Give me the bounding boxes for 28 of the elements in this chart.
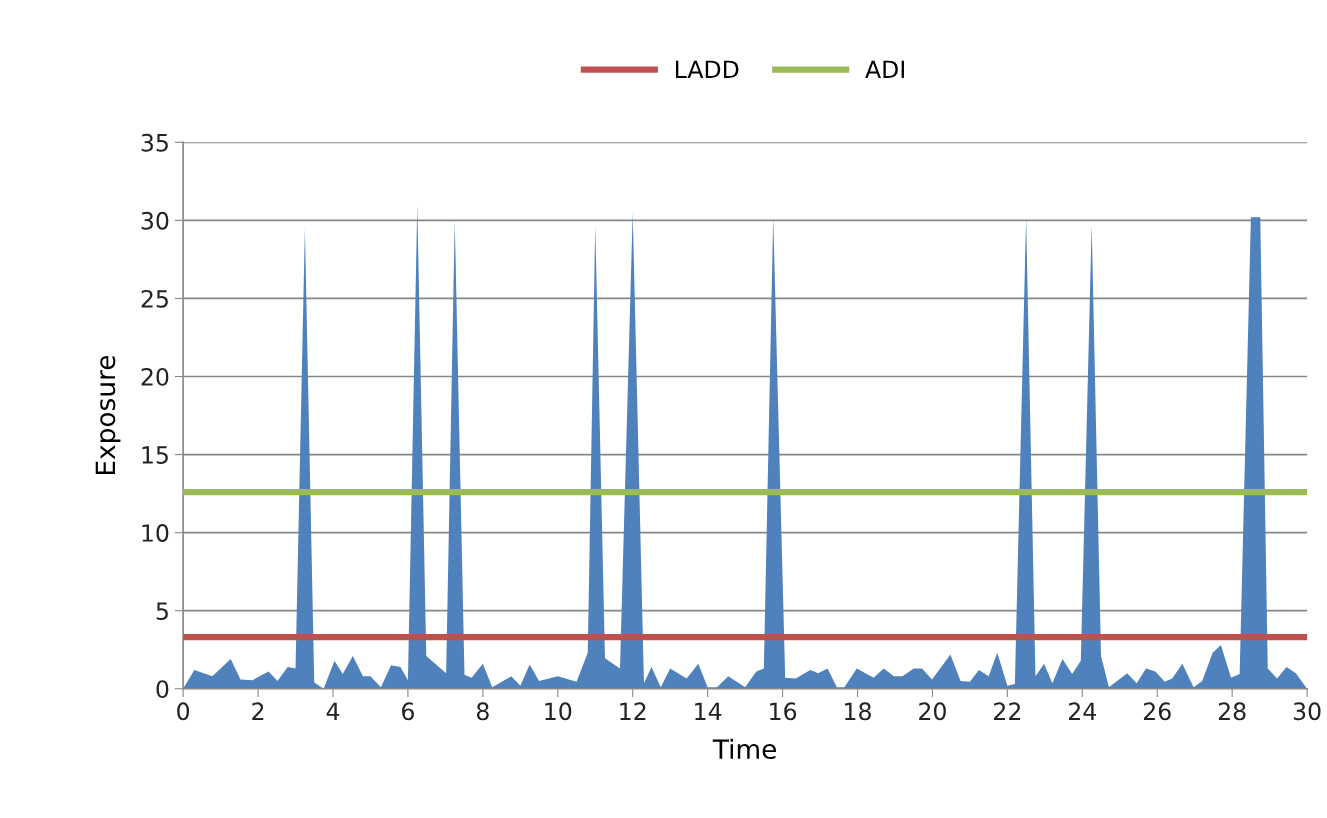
x-tick-label: 22 <box>994 702 1021 720</box>
x-tick-label: 28 <box>1218 702 1246 721</box>
y-axis-title: Exposure <box>95 355 121 475</box>
x-tick-label: 24 <box>1069 702 1096 720</box>
x-tick-label: 6 <box>402 702 414 721</box>
x-tick-label: 10 <box>545 702 572 721</box>
y-tick-label: 35 <box>141 133 168 152</box>
y-tick-label: 0 <box>156 680 169 699</box>
legend-label: ADI <box>865 60 904 78</box>
x-tick-label: 4 <box>326 702 340 720</box>
x-axis-title: Time <box>712 738 776 760</box>
y-tick-label: 5 <box>156 602 168 620</box>
x-tick-label: 16 <box>770 702 797 721</box>
x-tick-label: 2 <box>252 702 264 720</box>
x-tick-label: 30 <box>1293 702 1321 721</box>
x-tick-label: 26 <box>1143 702 1171 721</box>
x-tick-label: 0 <box>177 702 190 721</box>
x-tick-label: 18 <box>845 702 871 721</box>
legend-label: LADD <box>675 60 739 78</box>
x-tick-label: 14 <box>695 702 722 720</box>
y-tick-label: 15 <box>142 446 168 464</box>
y-tick-label: 30 <box>141 211 169 230</box>
x-tick-label: 8 <box>476 702 489 721</box>
y-tick-label: 10 <box>142 524 169 542</box>
y-tick-label: 20 <box>141 367 169 386</box>
x-tick-label: 20 <box>919 702 946 721</box>
y-tick-label: 25 <box>141 289 168 308</box>
x-tick-label: 12 <box>620 702 646 720</box>
